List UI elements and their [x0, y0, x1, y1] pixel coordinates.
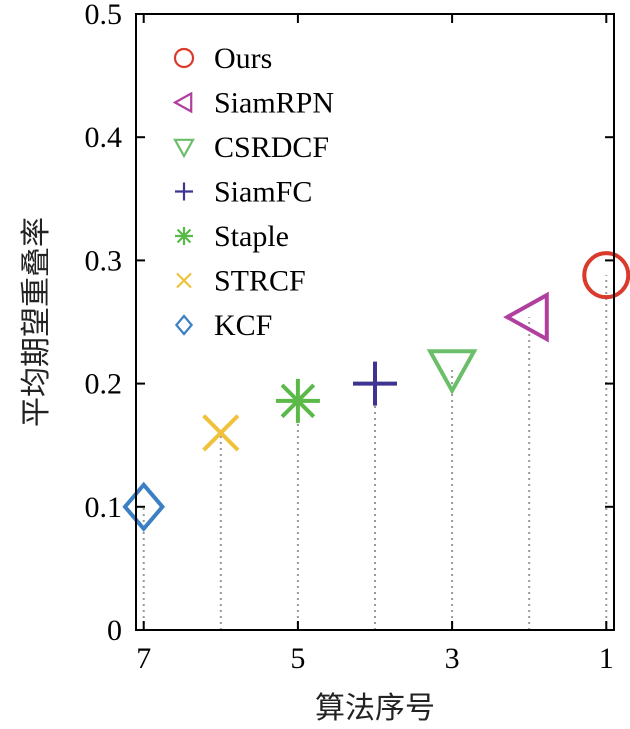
legend-item-siamfc: SiamFC [175, 176, 312, 209]
marker-shape [173, 47, 195, 69]
y-axis-label: 平均期望重叠率 [19, 217, 54, 427]
y-tick-label: 0.1 [85, 491, 123, 524]
y-tick-label: 0.4 [85, 121, 123, 154]
x-tick-label: 3 [445, 642, 460, 675]
legend-item-strcf: STRCF [176, 265, 306, 298]
legend-label: KCF [214, 309, 272, 342]
marker-shape [503, 291, 549, 343]
y-tick-label: 0.5 [85, 0, 123, 31]
legend-label: CSRDCF [214, 131, 329, 164]
legend-item-kcf: KCF [174, 309, 272, 342]
y-tick-label: 0.2 [85, 368, 123, 401]
data-point-strcf [202, 414, 240, 452]
marker-shape [202, 414, 240, 452]
legend-item-ours: Ours [173, 42, 272, 75]
legend-item-staple: Staple [175, 220, 289, 253]
y-tick-label: 0 [107, 614, 122, 647]
x-tick-label: 5 [290, 642, 305, 675]
legend-label: SiamFC [214, 176, 312, 209]
data-point-staple [275, 378, 320, 423]
legend-item-csrdcf: CSRDCF [173, 131, 329, 164]
markers-layer [122, 251, 630, 532]
marker-shape [176, 228, 192, 244]
marker-shape [174, 314, 194, 336]
data-point-siamfc [353, 361, 397, 406]
marker-shape [173, 138, 195, 159]
data-point-kcf [122, 481, 166, 532]
x-tick-label: 7 [136, 642, 151, 675]
marker-shape [280, 383, 316, 419]
data-point-siamrpn [503, 291, 549, 343]
x-tick-label: 1 [599, 642, 614, 675]
legend-item-siamrpn: SiamRPN [172, 87, 334, 120]
data-point-csrdcf [426, 349, 478, 395]
data-point-ours [582, 251, 630, 300]
legend-label: Ours [214, 42, 272, 75]
x-axis-label: 算法序号 [315, 691, 435, 726]
legend: Ours SiamRPN CSRDCF SiamFC Staple STRCF KCF [172, 42, 334, 342]
marker-shape [122, 481, 166, 532]
plot-frame [135, 13, 615, 631]
marker-shape [426, 349, 478, 395]
y-tick-label: 0.3 [85, 244, 123, 277]
legend-label: Staple [214, 220, 289, 253]
marker-shape [176, 272, 192, 289]
marker-shape [172, 91, 193, 114]
marker-shape [582, 251, 630, 300]
legend-label: SiamRPN [214, 87, 334, 120]
ticks-layer: 0 0.1 0.2 0.3 0.4 0.5 7 5 3 1 [85, 0, 614, 675]
legend-label: STRCF [214, 265, 306, 298]
